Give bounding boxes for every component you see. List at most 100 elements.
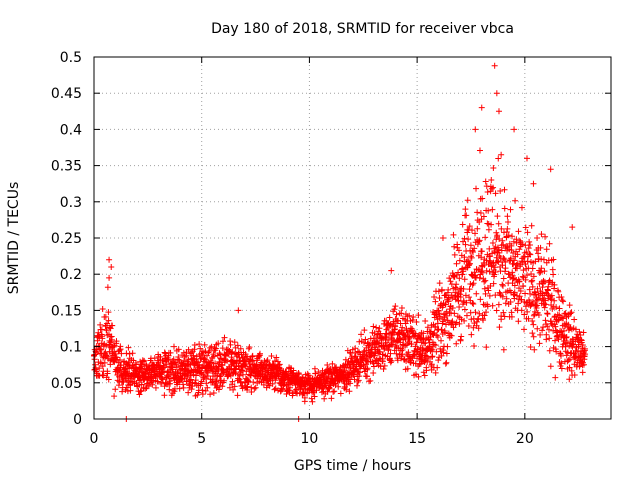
data-point — [499, 237, 506, 244]
data-point — [486, 292, 493, 299]
data-point — [485, 287, 492, 294]
data-point — [563, 352, 570, 359]
data-point — [494, 249, 501, 256]
data-point — [210, 389, 217, 396]
data-point — [408, 341, 415, 348]
data-point — [361, 327, 368, 334]
data-point — [446, 306, 453, 313]
data-point — [473, 290, 480, 297]
data-point — [483, 344, 490, 351]
data-point — [484, 188, 491, 195]
data-point — [264, 357, 271, 364]
data-point — [540, 277, 547, 284]
data-point — [202, 356, 209, 363]
data-point — [435, 288, 442, 295]
data-point — [478, 104, 485, 111]
data-point — [226, 384, 233, 391]
data-point — [524, 272, 531, 279]
data-point — [432, 298, 439, 305]
data-point — [493, 307, 500, 314]
data-point — [105, 376, 112, 383]
data-point — [500, 241, 507, 248]
data-point — [470, 248, 477, 255]
data-point — [350, 362, 357, 369]
data-point — [503, 295, 510, 302]
y-tick-label: 0.3 — [60, 195, 82, 211]
data-point — [489, 206, 496, 213]
data-point — [189, 379, 196, 386]
data-point — [514, 265, 521, 272]
data-point — [436, 313, 443, 320]
data-point — [351, 376, 358, 383]
data-point — [560, 298, 567, 305]
data-point — [479, 195, 486, 202]
data-point — [104, 370, 111, 377]
data-point — [523, 155, 530, 162]
data-point — [446, 275, 453, 282]
data-point — [206, 360, 213, 367]
data-point — [480, 317, 487, 324]
data-point — [496, 289, 503, 296]
data-point — [230, 386, 237, 393]
data-point — [581, 345, 588, 352]
data-point — [527, 241, 534, 248]
data-point — [482, 290, 489, 297]
data-point — [529, 317, 536, 324]
data-point — [466, 286, 473, 293]
data-point — [471, 245, 478, 252]
data-point — [208, 343, 215, 350]
data-point — [534, 235, 541, 242]
data-point — [511, 282, 518, 289]
data-point — [553, 304, 560, 311]
data-point — [515, 318, 522, 325]
data-point — [543, 246, 550, 253]
data-point — [489, 239, 496, 246]
data-point — [415, 373, 422, 380]
data-point — [212, 360, 219, 367]
chart-title: Day 180 of 2018, SRMTID for receiver vbc… — [211, 21, 514, 37]
data-point — [571, 371, 578, 378]
data-point — [516, 237, 523, 244]
data-point — [537, 244, 544, 251]
data-point — [215, 340, 222, 347]
data-point — [516, 293, 523, 300]
data-point — [157, 353, 164, 360]
y-tick-label: 0.25 — [51, 231, 82, 247]
data-point — [207, 391, 214, 398]
data-point — [461, 317, 468, 324]
data-point — [256, 350, 263, 357]
data-point — [236, 372, 243, 379]
data-point — [392, 303, 399, 310]
data-point — [538, 231, 545, 238]
data-point — [149, 381, 156, 388]
data-point — [428, 345, 435, 352]
data-point — [448, 319, 455, 326]
y-tick-label: 0.45 — [51, 86, 82, 102]
data-point — [95, 329, 102, 336]
data-point — [387, 350, 394, 357]
data-point — [275, 370, 282, 377]
data-point — [558, 352, 565, 359]
data-point — [470, 324, 477, 331]
data-point — [203, 352, 210, 359]
data-point — [212, 345, 219, 352]
data-point — [488, 177, 495, 184]
data-point — [443, 359, 450, 366]
data-point — [403, 327, 410, 334]
data-point — [499, 281, 506, 288]
data-point — [544, 310, 551, 317]
data-point — [576, 328, 583, 335]
data-point — [508, 246, 515, 253]
data-point — [409, 316, 416, 323]
data-point — [110, 343, 117, 350]
data-point — [138, 361, 145, 368]
data-point — [509, 275, 516, 282]
data-point — [452, 289, 459, 296]
data-point — [434, 364, 441, 371]
data-point — [235, 307, 242, 314]
data-point — [508, 313, 515, 320]
data-point — [496, 324, 503, 331]
data-point — [431, 293, 438, 300]
data-point — [520, 267, 527, 274]
data-point — [342, 356, 349, 363]
